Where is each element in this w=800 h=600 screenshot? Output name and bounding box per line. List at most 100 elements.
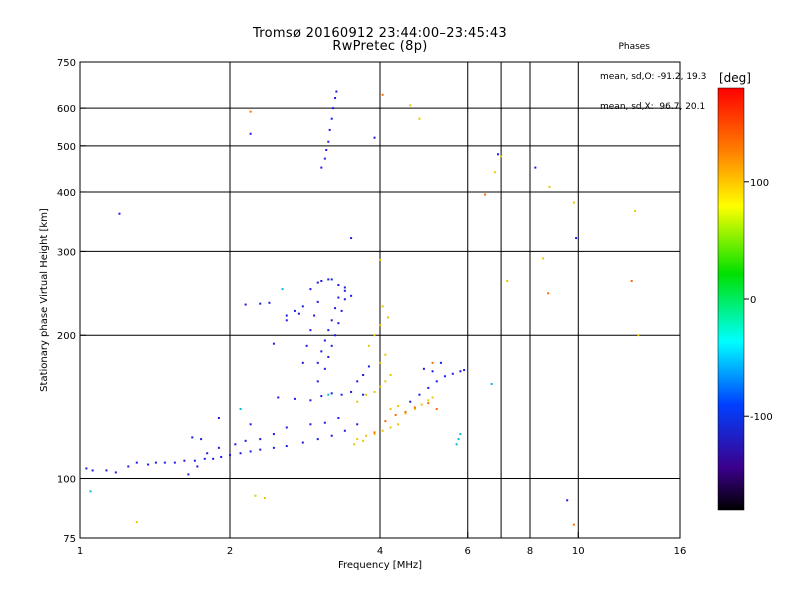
data-point: [249, 132, 252, 135]
data-point: [249, 423, 252, 426]
data-point: [320, 395, 323, 398]
data-point: [327, 278, 330, 281]
y-tick-label: 100: [57, 475, 76, 486]
data-point: [547, 292, 550, 295]
data-point: [409, 400, 412, 403]
data-point: [193, 459, 196, 462]
data-point: [254, 494, 257, 497]
data-point: [332, 107, 335, 110]
y-tick-label: 300: [57, 247, 76, 258]
data-point: [272, 446, 275, 449]
data-point: [566, 499, 569, 502]
data-point: [217, 417, 220, 420]
data-point: [187, 473, 190, 476]
data-point: [135, 521, 138, 524]
colorbar-tick-label: 0: [750, 295, 756, 306]
data-point: [323, 339, 326, 342]
data-point: [373, 390, 376, 393]
y-axis: 75 100 200 300 400 500 600 750: [57, 58, 86, 545]
data-point: [362, 439, 365, 442]
data-point: [327, 393, 330, 396]
data-point: [89, 490, 92, 493]
data-point: [381, 429, 384, 432]
data-point: [127, 465, 130, 468]
data-point: [323, 157, 326, 160]
data-point: [404, 410, 407, 413]
data-point: [365, 393, 368, 396]
data-point: [337, 417, 340, 420]
data-point: [330, 278, 333, 281]
data-point: [389, 426, 392, 429]
chart-title: Tromsø 20160912 23:44:00–23:45:43: [252, 26, 508, 41]
data-point: [418, 393, 421, 396]
data-point: [244, 439, 247, 442]
data-point: [413, 407, 416, 410]
data-point: [350, 294, 353, 297]
data-point: [135, 461, 138, 464]
colorbar-label: [deg]: [719, 71, 751, 85]
data-point: [394, 413, 397, 416]
data-point: [367, 344, 370, 347]
data-point: [334, 334, 337, 337]
data-point: [389, 374, 392, 377]
data-point: [320, 350, 323, 353]
data-point: [212, 457, 215, 460]
data-point: [418, 117, 421, 120]
stats-line-x: mean, sd,X: 96.7, 20.1: [600, 102, 706, 112]
data-point: [293, 397, 296, 400]
data-point: [337, 322, 340, 325]
data-point: [353, 443, 356, 446]
data-points: [85, 90, 640, 526]
data-point: [500, 155, 503, 158]
data-point: [457, 438, 460, 441]
x-axis: 1 2 4 6 8 10 16: [77, 532, 686, 557]
data-point: [455, 443, 458, 446]
data-point: [327, 356, 330, 359]
data-point: [572, 201, 575, 204]
data-point: [316, 380, 319, 383]
data-point: [413, 406, 416, 409]
data-point: [191, 436, 194, 439]
y-tick-label: 75: [63, 534, 76, 545]
data-point: [384, 380, 387, 383]
data-point: [350, 390, 353, 393]
data-point: [91, 469, 94, 472]
data-point: [173, 461, 176, 464]
data-point: [493, 171, 496, 174]
data-point: [575, 237, 578, 240]
data-point: [634, 209, 637, 212]
data-point: [379, 258, 381, 261]
data-point: [309, 329, 312, 332]
data-point: [431, 370, 434, 373]
data-point: [301, 441, 304, 444]
data-point: [239, 407, 242, 410]
data-point: [118, 212, 121, 215]
data-point: [277, 396, 280, 399]
data-point: [459, 370, 462, 373]
data-point: [229, 454, 231, 457]
data-point: [384, 353, 387, 356]
data-point: [365, 434, 368, 437]
data-point: [309, 288, 312, 291]
data-point: [340, 309, 343, 312]
data-point: [506, 280, 509, 283]
data-point: [337, 296, 340, 299]
data-point: [356, 438, 359, 441]
data-point: [427, 402, 430, 405]
y-axis-label: Stationary phase Virtual Height [km]: [39, 208, 50, 392]
data-point: [362, 393, 365, 396]
data-point: [379, 385, 381, 388]
data-point: [381, 305, 384, 308]
data-point: [301, 305, 304, 308]
data-point: [542, 257, 545, 260]
data-point: [316, 438, 319, 441]
data-point: [327, 140, 330, 143]
data-point: [379, 324, 381, 327]
colorbar-gradient: [717, 87, 745, 511]
data-point: [384, 420, 387, 423]
chart-subtitle: RwPretec (8p): [332, 39, 428, 54]
data-point: [114, 471, 117, 474]
data-point: [330, 117, 333, 120]
data-point: [343, 289, 346, 292]
